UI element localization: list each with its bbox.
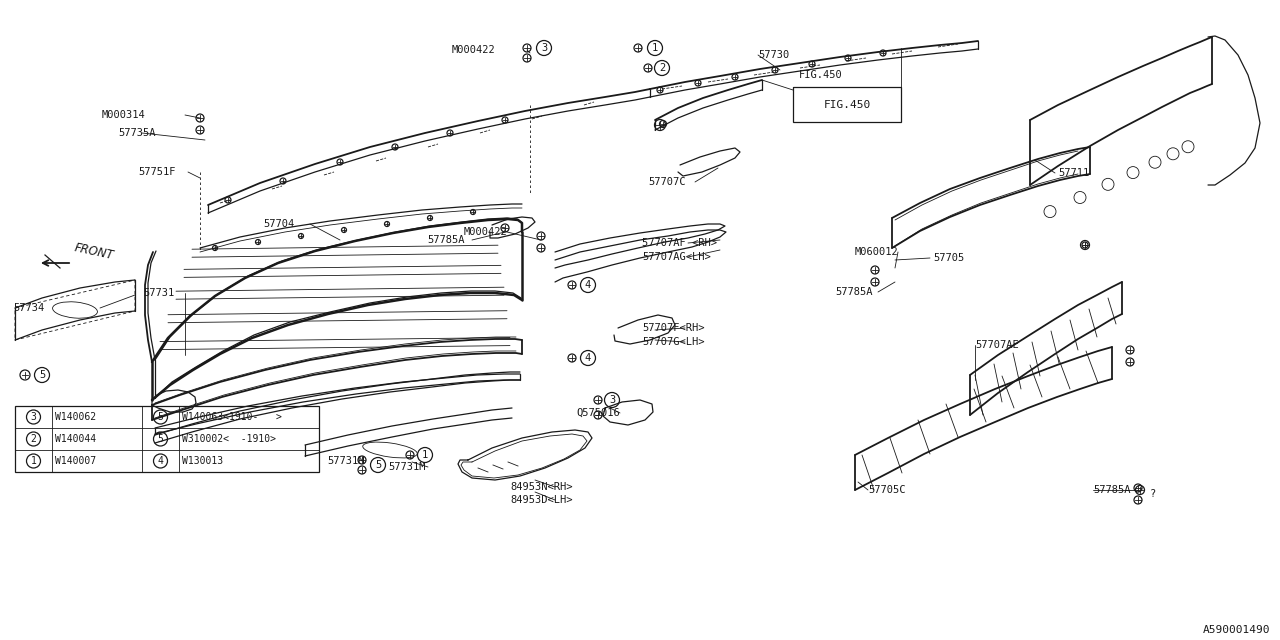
Text: 57731M: 57731M <box>326 456 365 466</box>
Text: 3: 3 <box>31 412 36 422</box>
Text: 5: 5 <box>157 434 164 444</box>
Text: 57731: 57731 <box>143 288 174 298</box>
Text: FIG.450: FIG.450 <box>823 99 870 109</box>
Text: 84953N<RH>: 84953N<RH> <box>509 482 572 492</box>
Bar <box>15 406 319 472</box>
Text: Q575016: Q575016 <box>576 408 620 418</box>
Text: M000422: M000422 <box>452 45 495 55</box>
Text: 57735A: 57735A <box>118 128 155 138</box>
Text: 1: 1 <box>652 43 658 53</box>
Text: A590001490: A590001490 <box>1202 625 1270 635</box>
Text: M000314: M000314 <box>102 110 146 120</box>
Text: 57705C: 57705C <box>868 485 905 495</box>
Text: 57707C: 57707C <box>648 177 686 187</box>
Bar <box>794 87 901 122</box>
Text: FIG.450: FIG.450 <box>799 70 842 80</box>
Text: 57730: 57730 <box>758 50 790 60</box>
Text: W140044: W140044 <box>55 434 96 444</box>
Text: 4: 4 <box>585 280 591 290</box>
Text: 2: 2 <box>659 63 666 73</box>
Text: 5: 5 <box>375 460 381 470</box>
Text: M000422: M000422 <box>465 227 508 237</box>
Text: 57751F: 57751F <box>138 167 175 177</box>
Text: 1: 1 <box>422 450 428 460</box>
Text: 57785A: 57785A <box>428 235 465 245</box>
Text: 57707G<LH>: 57707G<LH> <box>643 337 704 347</box>
Text: 57731M: 57731M <box>388 462 425 472</box>
Text: 57704: 57704 <box>262 219 294 229</box>
Text: W310002<  -1910>: W310002< -1910> <box>182 434 276 444</box>
Text: 57707F<RH>: 57707F<RH> <box>643 323 704 333</box>
Text: ?: ? <box>1149 489 1156 499</box>
Text: 57707AG<LH>: 57707AG<LH> <box>643 252 710 262</box>
Text: 84953D<LH>: 84953D<LH> <box>509 495 572 505</box>
Text: W140063<1910-   >: W140063<1910- > <box>182 412 282 422</box>
Text: W140007: W140007 <box>55 456 96 466</box>
Text: 57707AE: 57707AE <box>975 340 1019 350</box>
Text: 3: 3 <box>609 395 616 405</box>
Text: 57734: 57734 <box>13 303 45 313</box>
Text: 4: 4 <box>157 456 164 466</box>
Text: 57707AF <RH>: 57707AF <RH> <box>643 238 717 248</box>
Text: 2: 2 <box>31 434 36 444</box>
Text: M060012: M060012 <box>855 247 899 257</box>
Text: 5: 5 <box>38 370 45 380</box>
Text: 3: 3 <box>541 43 547 53</box>
Text: 57785A: 57785A <box>1093 485 1130 495</box>
Text: W130013: W130013 <box>182 456 223 466</box>
Text: 57705: 57705 <box>933 253 964 263</box>
Text: 4: 4 <box>585 353 591 363</box>
Text: FRONT: FRONT <box>73 241 115 262</box>
Text: 5: 5 <box>157 412 164 422</box>
Text: W140062: W140062 <box>55 412 96 422</box>
Text: 57785A: 57785A <box>835 287 873 297</box>
Text: 57711: 57711 <box>1059 168 1089 178</box>
Text: 1: 1 <box>31 456 36 466</box>
